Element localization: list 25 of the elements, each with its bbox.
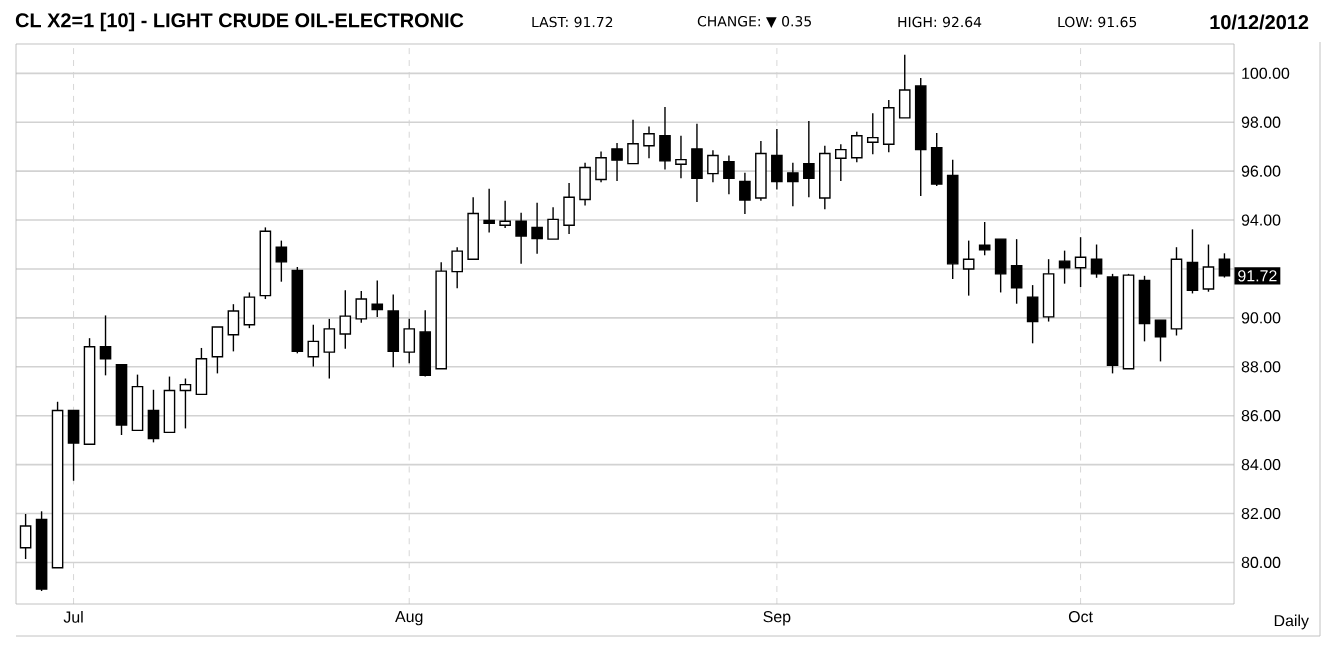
candlestick [691, 123, 703, 203]
text: 10/12/2012 [1210, 14, 1309, 30]
candlestick [739, 172, 751, 215]
candlestick [787, 162, 799, 207]
candlestick [723, 154, 735, 195]
candlestick [771, 128, 783, 191]
candlestick [483, 188, 495, 234]
candlestick [611, 142, 623, 182]
candlestick [451, 246, 463, 289]
candlestick [595, 150, 607, 183]
candlestick [675, 135, 687, 179]
candlestick [531, 202, 543, 255]
candlestick [579, 162, 591, 207]
candlestick [563, 182, 575, 235]
candlestick [962, 239, 975, 297]
candlestick [643, 125, 655, 159]
chart-title: CL X2=1 [10] - LIGHT CRUDE OIL-ELECTRONIC [15, 12, 464, 32]
candlestick [499, 200, 511, 229]
candlestick [803, 120, 815, 199]
candlestick [659, 106, 671, 171]
candlestick [707, 149, 719, 183]
candlestick [819, 145, 831, 210]
candlestick [835, 143, 847, 182]
candlestick [755, 140, 767, 202]
candlestick [515, 212, 527, 265]
